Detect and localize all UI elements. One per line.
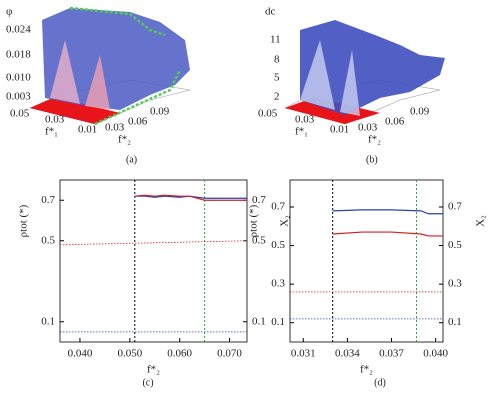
x-tick-label: 0.031	[291, 348, 316, 360]
x-tick-label: 0.037	[379, 348, 404, 360]
y-axis-label: ρtot (*)	[248, 204, 260, 237]
y2-tick-label: 0.5	[252, 234, 266, 246]
plot-frame	[59, 179, 248, 343]
axes-a: φ 0.024 0.018 0.010 0.003 0.05 0.03 0.01…	[6, 6, 170, 166]
caption: (d)	[374, 377, 386, 388]
y2-axis-label: X₂	[475, 215, 487, 227]
series-line	[59, 240, 248, 246]
y-tick-label: 0.1	[271, 316, 285, 328]
y2-tick-label: 0.3	[448, 278, 462, 290]
y-axis-label: ρtot (*)	[18, 204, 30, 237]
z-tick-label: 5	[274, 72, 280, 84]
z-tick-label: 11	[270, 34, 281, 46]
plot-frame	[289, 179, 444, 343]
series-line	[134, 195, 247, 199]
axes-b: dc 11 8 5 2 0.05 0.03 0.01 f*₁ 0.03 0.06…	[258, 6, 430, 166]
z-tick-label: 2	[274, 91, 280, 103]
y-tick-label: 0.7	[271, 201, 285, 213]
series-line	[332, 209, 443, 215]
x-axis-label: f*₁	[45, 126, 58, 138]
x-tick-label: 0.070	[217, 348, 242, 360]
y-tick-label: 0.09	[410, 106, 430, 118]
y-tick-label: 0.5	[271, 239, 285, 251]
y2-axis-label: X₂	[279, 215, 291, 227]
caption: (b)	[366, 154, 378, 165]
y2-tick-label: 0.1	[448, 316, 462, 328]
y2-tick-label: 0.7	[252, 194, 266, 206]
y-tick-label: 0.3	[271, 278, 285, 290]
z-tick-label: 0.010	[6, 72, 31, 84]
x-tick-label: 0.01	[330, 124, 349, 136]
caption: (a)	[126, 154, 137, 165]
x-tick-label: 0.03	[295, 114, 315, 126]
series-line	[332, 231, 443, 237]
z-axis-label: φ	[6, 6, 12, 18]
x-tick-label: 0.050	[117, 348, 142, 360]
x-tick-label: 0.034	[335, 348, 360, 360]
x-tick-label: 0.060	[167, 348, 192, 360]
y2-tick-label: 0.5	[448, 239, 462, 251]
z-tick-label: 0.018	[6, 49, 31, 61]
x-tick-label: 0.05	[10, 108, 30, 120]
z-tick-label: 0.024	[6, 24, 31, 36]
x-axis-label: f*₁	[295, 126, 308, 138]
x-tick-label: 0.01	[78, 124, 97, 136]
x-tick-label: 0.040	[68, 348, 93, 360]
y-axis-label: f*₂	[368, 134, 381, 146]
x-tick-label: 0.05	[258, 108, 278, 120]
y-tick-label: 0.06	[385, 116, 405, 128]
series-line	[134, 194, 247, 201]
y-tick-label: 0.03	[105, 122, 125, 134]
surface-b	[284, 20, 445, 125]
z-axis-label: dc	[265, 6, 276, 18]
x-axis-label: f*₂	[147, 364, 160, 376]
y2-tick-label: 0.7	[448, 201, 462, 213]
x-tick-label: 0.03	[45, 114, 65, 126]
x-tick-label: 0.040	[423, 348, 448, 360]
y-tick-label: 0.09	[150, 106, 170, 118]
surface-a	[29, 6, 191, 126]
z-tick-label: 8	[274, 54, 280, 66]
y-axis-label: f*₂	[118, 134, 131, 146]
y-tick-label: 0.1	[41, 315, 55, 327]
caption: (c)	[142, 377, 153, 388]
y-tick-label: 0.03	[358, 122, 378, 134]
y-tick-label: 0.06	[128, 116, 148, 128]
y-tick-label: 0.5	[41, 234, 55, 246]
y2-tick-label: 0.1	[252, 315, 266, 327]
x-axis-label: f*₂	[360, 364, 373, 376]
z-tick-label: 0.003	[6, 91, 31, 103]
y-tick-label: 0.7	[41, 194, 55, 206]
